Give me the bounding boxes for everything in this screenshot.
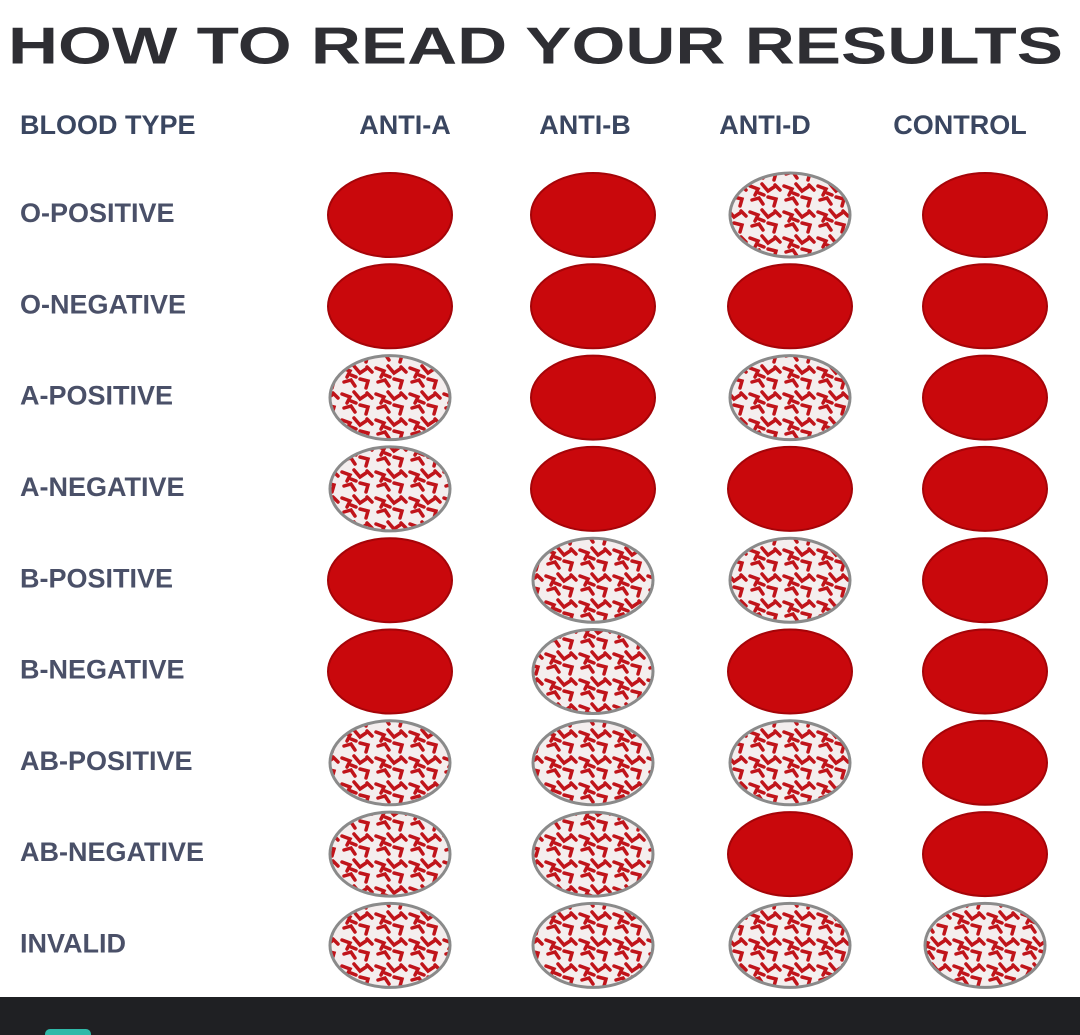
smooth-sample — [327, 172, 453, 258]
smooth-sample — [727, 445, 853, 532]
row-label: B-NEGATIVE — [20, 655, 185, 685]
column-header: CONTROL — [893, 110, 1026, 140]
smooth-sample — [327, 628, 453, 715]
row-label: O-POSITIVE — [20, 198, 175, 228]
smooth-sample — [530, 263, 656, 350]
column-header: ANTI-D — [719, 110, 810, 140]
row-label: A-NEGATIVE — [20, 472, 185, 502]
smooth-sample — [530, 354, 656, 441]
clumped-sample — [531, 628, 655, 715]
clumped-sample — [531, 810, 655, 898]
clumped-sample — [531, 901, 655, 989]
clumped-sample — [531, 719, 655, 807]
column-header: ANTI-A — [359, 110, 450, 140]
clumped-sample — [328, 901, 452, 989]
smooth-sample — [922, 445, 1048, 532]
row-label: AB-NEGATIVE — [20, 837, 204, 867]
clumped-sample — [328, 354, 452, 442]
smooth-sample — [922, 263, 1048, 350]
smooth-sample — [327, 537, 453, 624]
smooth-sample — [922, 811, 1048, 898]
clumped-sample — [728, 719, 852, 807]
smooth-sample — [922, 719, 1048, 806]
row-label: O-NEGATIVE — [20, 289, 186, 319]
clumped-sample — [728, 901, 852, 989]
row-label: AB-POSITIVE — [20, 746, 193, 776]
smooth-sample — [922, 172, 1048, 258]
column-header: ANTI-B — [539, 110, 630, 140]
row-label: A-POSITIVE — [20, 381, 173, 411]
row-label: B-POSITIVE — [20, 563, 173, 593]
smooth-sample — [922, 537, 1048, 624]
smooth-sample — [327, 263, 453, 350]
clumped-sample — [328, 810, 452, 898]
clumped-sample — [728, 354, 852, 442]
smooth-sample — [530, 172, 656, 258]
clumped-sample — [728, 171, 852, 259]
smooth-sample — [530, 445, 656, 532]
clumped-sample — [531, 536, 655, 624]
smooth-sample — [922, 354, 1048, 441]
clumped-sample — [923, 901, 1047, 989]
row-label: INVALID — [20, 929, 126, 959]
smooth-sample — [922, 628, 1048, 715]
bottom-bar — [0, 997, 1080, 1035]
smooth-sample — [727, 263, 853, 350]
smooth-sample — [727, 628, 853, 715]
result-table: BLOOD TYPE ANTI-A ANTI-B ANTI-D CONTROL O-POS… — [20, 110, 1048, 989]
title: HOW TO READ YOUR RESULTS — [8, 18, 1063, 76]
clumped-sample — [328, 445, 452, 533]
smooth-sample — [727, 811, 853, 898]
app-icon[interactable] — [45, 1029, 91, 1035]
clumped-sample — [328, 719, 452, 807]
clumped-sample — [728, 536, 852, 624]
column-header: BLOOD TYPE — [20, 110, 196, 140]
